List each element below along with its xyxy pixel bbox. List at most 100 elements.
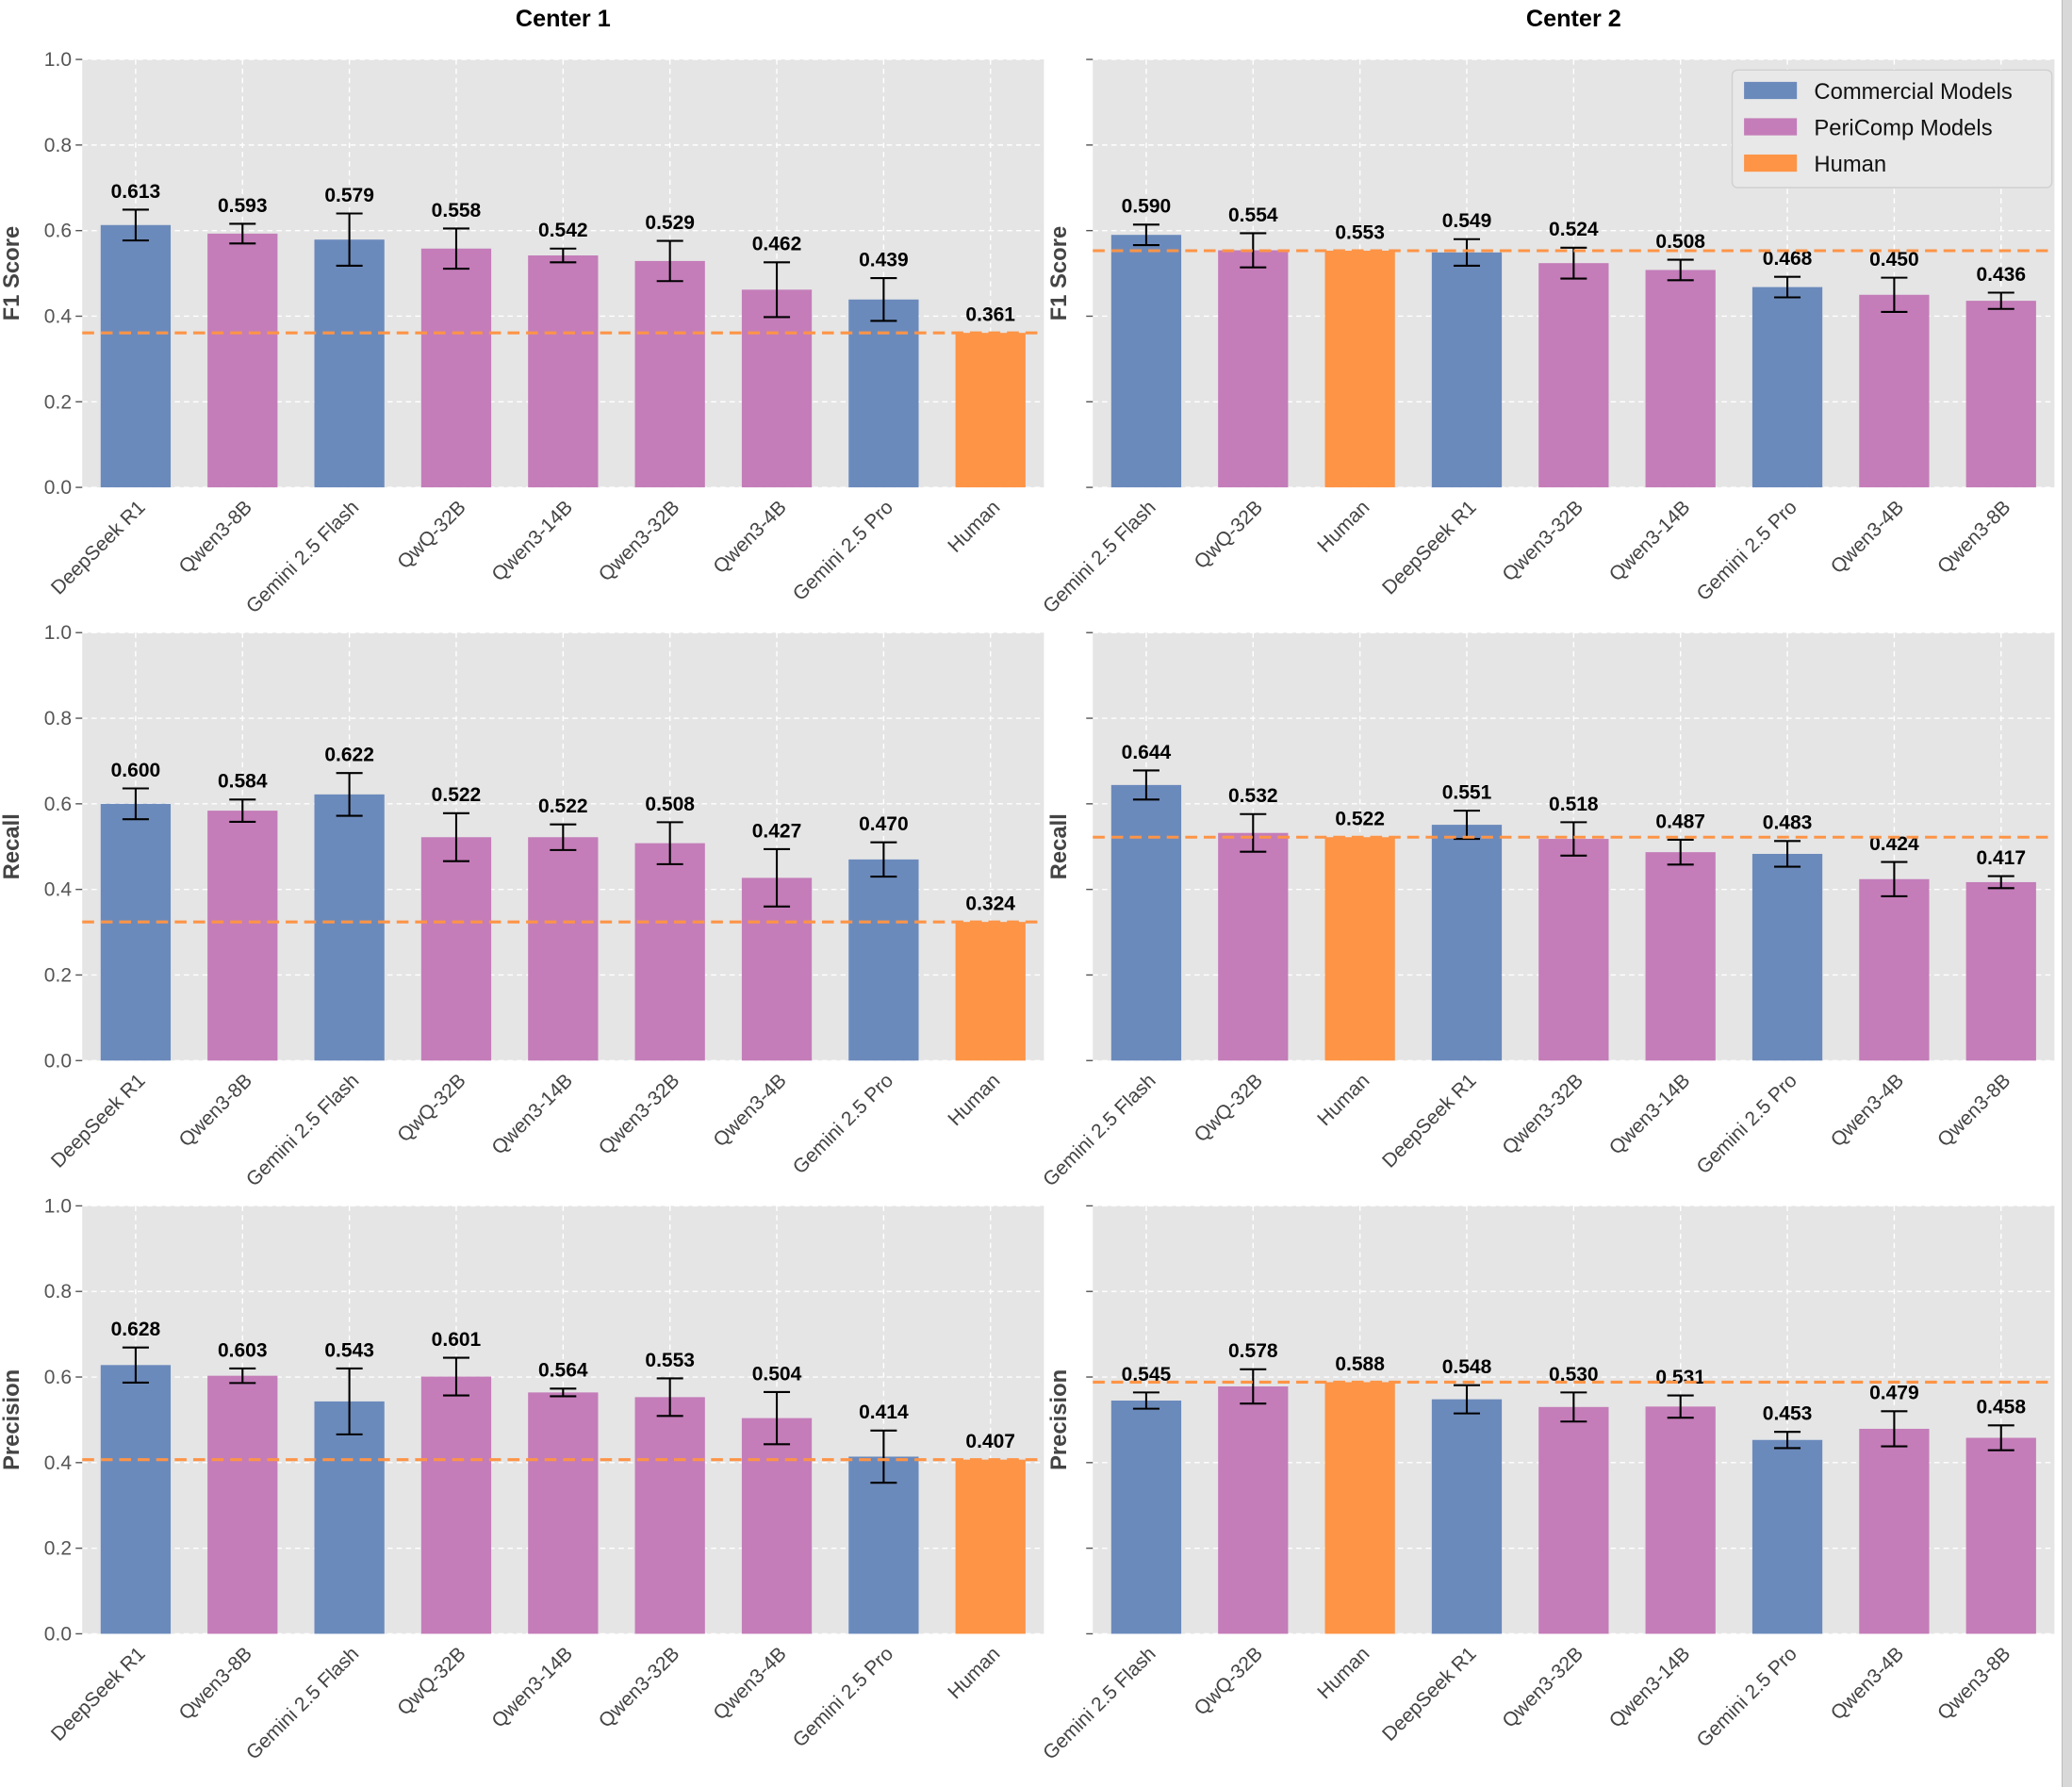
ytick-label: 1.0 bbox=[44, 1195, 72, 1217]
panel-4: 0.644 Gemini 2.5 Flash 0.532 QwQ-32B 0.522 Hu… bbox=[1039, 631, 2055, 1190]
y-axis-label: F1 Score bbox=[1046, 226, 1072, 321]
bar bbox=[955, 333, 1026, 488]
bar bbox=[207, 1375, 278, 1634]
data-label: 0.600 bbox=[111, 760, 161, 781]
data-label: 0.407 bbox=[965, 1431, 1015, 1452]
ytick-label: 0.4 bbox=[44, 879, 73, 901]
ytick-label: 0.0 bbox=[44, 477, 72, 499]
xtick-label: DeepSeek R1 bbox=[1378, 497, 1481, 599]
xtick-label: Gemini 2.5 Flash bbox=[1039, 1643, 1160, 1764]
bar bbox=[314, 239, 385, 488]
data-label: 0.553 bbox=[1335, 221, 1385, 243]
xtick-label: Qwen3-14B bbox=[1605, 1643, 1695, 1732]
data-label: 0.518 bbox=[1549, 794, 1599, 815]
bar bbox=[1218, 1386, 1289, 1634]
ytick-label: 0.4 bbox=[44, 1452, 73, 1474]
bar bbox=[1538, 1406, 1609, 1634]
bar bbox=[528, 1392, 599, 1634]
xtick-label: Qwen3-8B bbox=[1933, 1643, 2014, 1724]
data-label: 0.564 bbox=[538, 1360, 588, 1382]
ytick-label: 0.4 bbox=[44, 305, 73, 327]
legend-swatch bbox=[1744, 154, 1798, 172]
data-label: 0.462 bbox=[752, 234, 802, 255]
legend-label: PeriComp Models bbox=[1814, 116, 1992, 141]
bar bbox=[314, 1401, 385, 1634]
xtick-label: Human bbox=[1313, 1643, 1373, 1703]
bar bbox=[1110, 784, 1182, 1061]
bar bbox=[1859, 1428, 1930, 1634]
data-label: 0.508 bbox=[1655, 231, 1705, 253]
xtick-label: Gemini 2.5 Pro bbox=[789, 497, 897, 605]
data-label: 0.545 bbox=[1122, 1364, 1172, 1385]
xtick-label: Gemini 2.5 Flash bbox=[242, 1070, 364, 1191]
data-label: 0.529 bbox=[645, 212, 695, 234]
xtick-label: Qwen3-32B bbox=[595, 1643, 684, 1732]
bar bbox=[207, 811, 278, 1061]
bar bbox=[1218, 250, 1289, 488]
xtick-label: Qwen3-4B bbox=[1827, 1643, 1908, 1724]
data-label: 0.628 bbox=[111, 1319, 161, 1340]
xtick-label: Qwen3-14B bbox=[487, 1643, 577, 1732]
bar bbox=[848, 299, 919, 488]
bar bbox=[1859, 294, 1930, 488]
bar bbox=[100, 1365, 172, 1634]
xtick-label: Qwen3-14B bbox=[487, 497, 577, 586]
bar bbox=[1324, 1382, 1395, 1634]
xtick-label: QwQ-32B bbox=[393, 1643, 469, 1719]
ytick-label: 0.0 bbox=[44, 1623, 72, 1645]
data-label: 0.603 bbox=[218, 1339, 268, 1361]
bar bbox=[1751, 853, 1823, 1061]
bar bbox=[1965, 1437, 2036, 1634]
legend-swatch bbox=[1744, 118, 1798, 136]
xtick-label: Human bbox=[1313, 1070, 1373, 1130]
xtick-label: Gemini 2.5 Flash bbox=[242, 1643, 364, 1764]
data-label: 0.522 bbox=[432, 784, 482, 806]
xtick-label: Human bbox=[944, 1643, 1004, 1703]
ytick-label: 0.2 bbox=[44, 1538, 72, 1560]
data-label: 0.558 bbox=[432, 200, 482, 221]
panel-3: 0.0 0.2 0.4 0.6 0.8 1.0 0.600 DeepSeek R1 0.584 Q… bbox=[0, 622, 1044, 1190]
bar bbox=[1965, 301, 2036, 488]
panel-5: 0.0 0.2 0.4 0.6 0.8 1.0 0.628 DeepSeek R1 0.603 Q… bbox=[0, 1195, 1044, 1764]
data-label: 0.453 bbox=[1763, 1403, 1813, 1425]
bar bbox=[741, 1418, 813, 1634]
xtick-label: DeepSeek R1 bbox=[47, 1643, 150, 1746]
xtick-label: Qwen3-14B bbox=[1605, 497, 1695, 586]
xtick-label: Qwen3-32B bbox=[1498, 1643, 1587, 1732]
ytick-label: 0.6 bbox=[44, 221, 72, 242]
bar bbox=[1645, 270, 1716, 488]
data-label: 0.417 bbox=[1976, 847, 2026, 869]
bar bbox=[1324, 837, 1395, 1061]
scrollbar[interactable] bbox=[2062, 0, 2072, 1787]
xtick-label: QwQ-32B bbox=[1191, 1070, 1267, 1146]
legend-label: Commercial Models bbox=[1814, 79, 2012, 105]
panel-1: 0.0 0.2 0.4 0.6 0.8 1.0 0.613 DeepSeek R1 0.593 Q… bbox=[0, 6, 1044, 617]
data-label: 0.530 bbox=[1549, 1364, 1599, 1385]
ytick-label: 0.6 bbox=[44, 794, 72, 815]
ytick-label: 0.6 bbox=[44, 1367, 72, 1388]
data-label: 0.601 bbox=[432, 1329, 482, 1351]
ytick-label: 1.0 bbox=[44, 622, 72, 644]
bar bbox=[1645, 1406, 1716, 1634]
bar bbox=[634, 260, 705, 488]
data-label: 0.578 bbox=[1228, 1340, 1278, 1362]
bar bbox=[207, 233, 278, 488]
data-label: 0.644 bbox=[1122, 742, 1172, 763]
data-label: 0.522 bbox=[538, 795, 588, 817]
data-label: 0.414 bbox=[859, 1402, 909, 1423]
data-label: 0.487 bbox=[1655, 811, 1705, 832]
xtick-label: Qwen3-32B bbox=[1498, 497, 1587, 586]
bar bbox=[634, 843, 705, 1061]
ytick-label: 0.2 bbox=[44, 964, 72, 986]
bar bbox=[528, 255, 599, 488]
bar bbox=[420, 248, 492, 488]
bar bbox=[741, 877, 813, 1061]
bar bbox=[1751, 1439, 1823, 1634]
data-label: 0.524 bbox=[1549, 219, 1599, 240]
data-label: 0.622 bbox=[324, 745, 374, 766]
data-label: 0.613 bbox=[111, 181, 161, 203]
data-label: 0.553 bbox=[645, 1350, 695, 1371]
xtick-label: Human bbox=[944, 1070, 1004, 1130]
y-axis-label: Precision bbox=[0, 1369, 25, 1470]
y-axis-label: Recall bbox=[1046, 813, 1072, 879]
